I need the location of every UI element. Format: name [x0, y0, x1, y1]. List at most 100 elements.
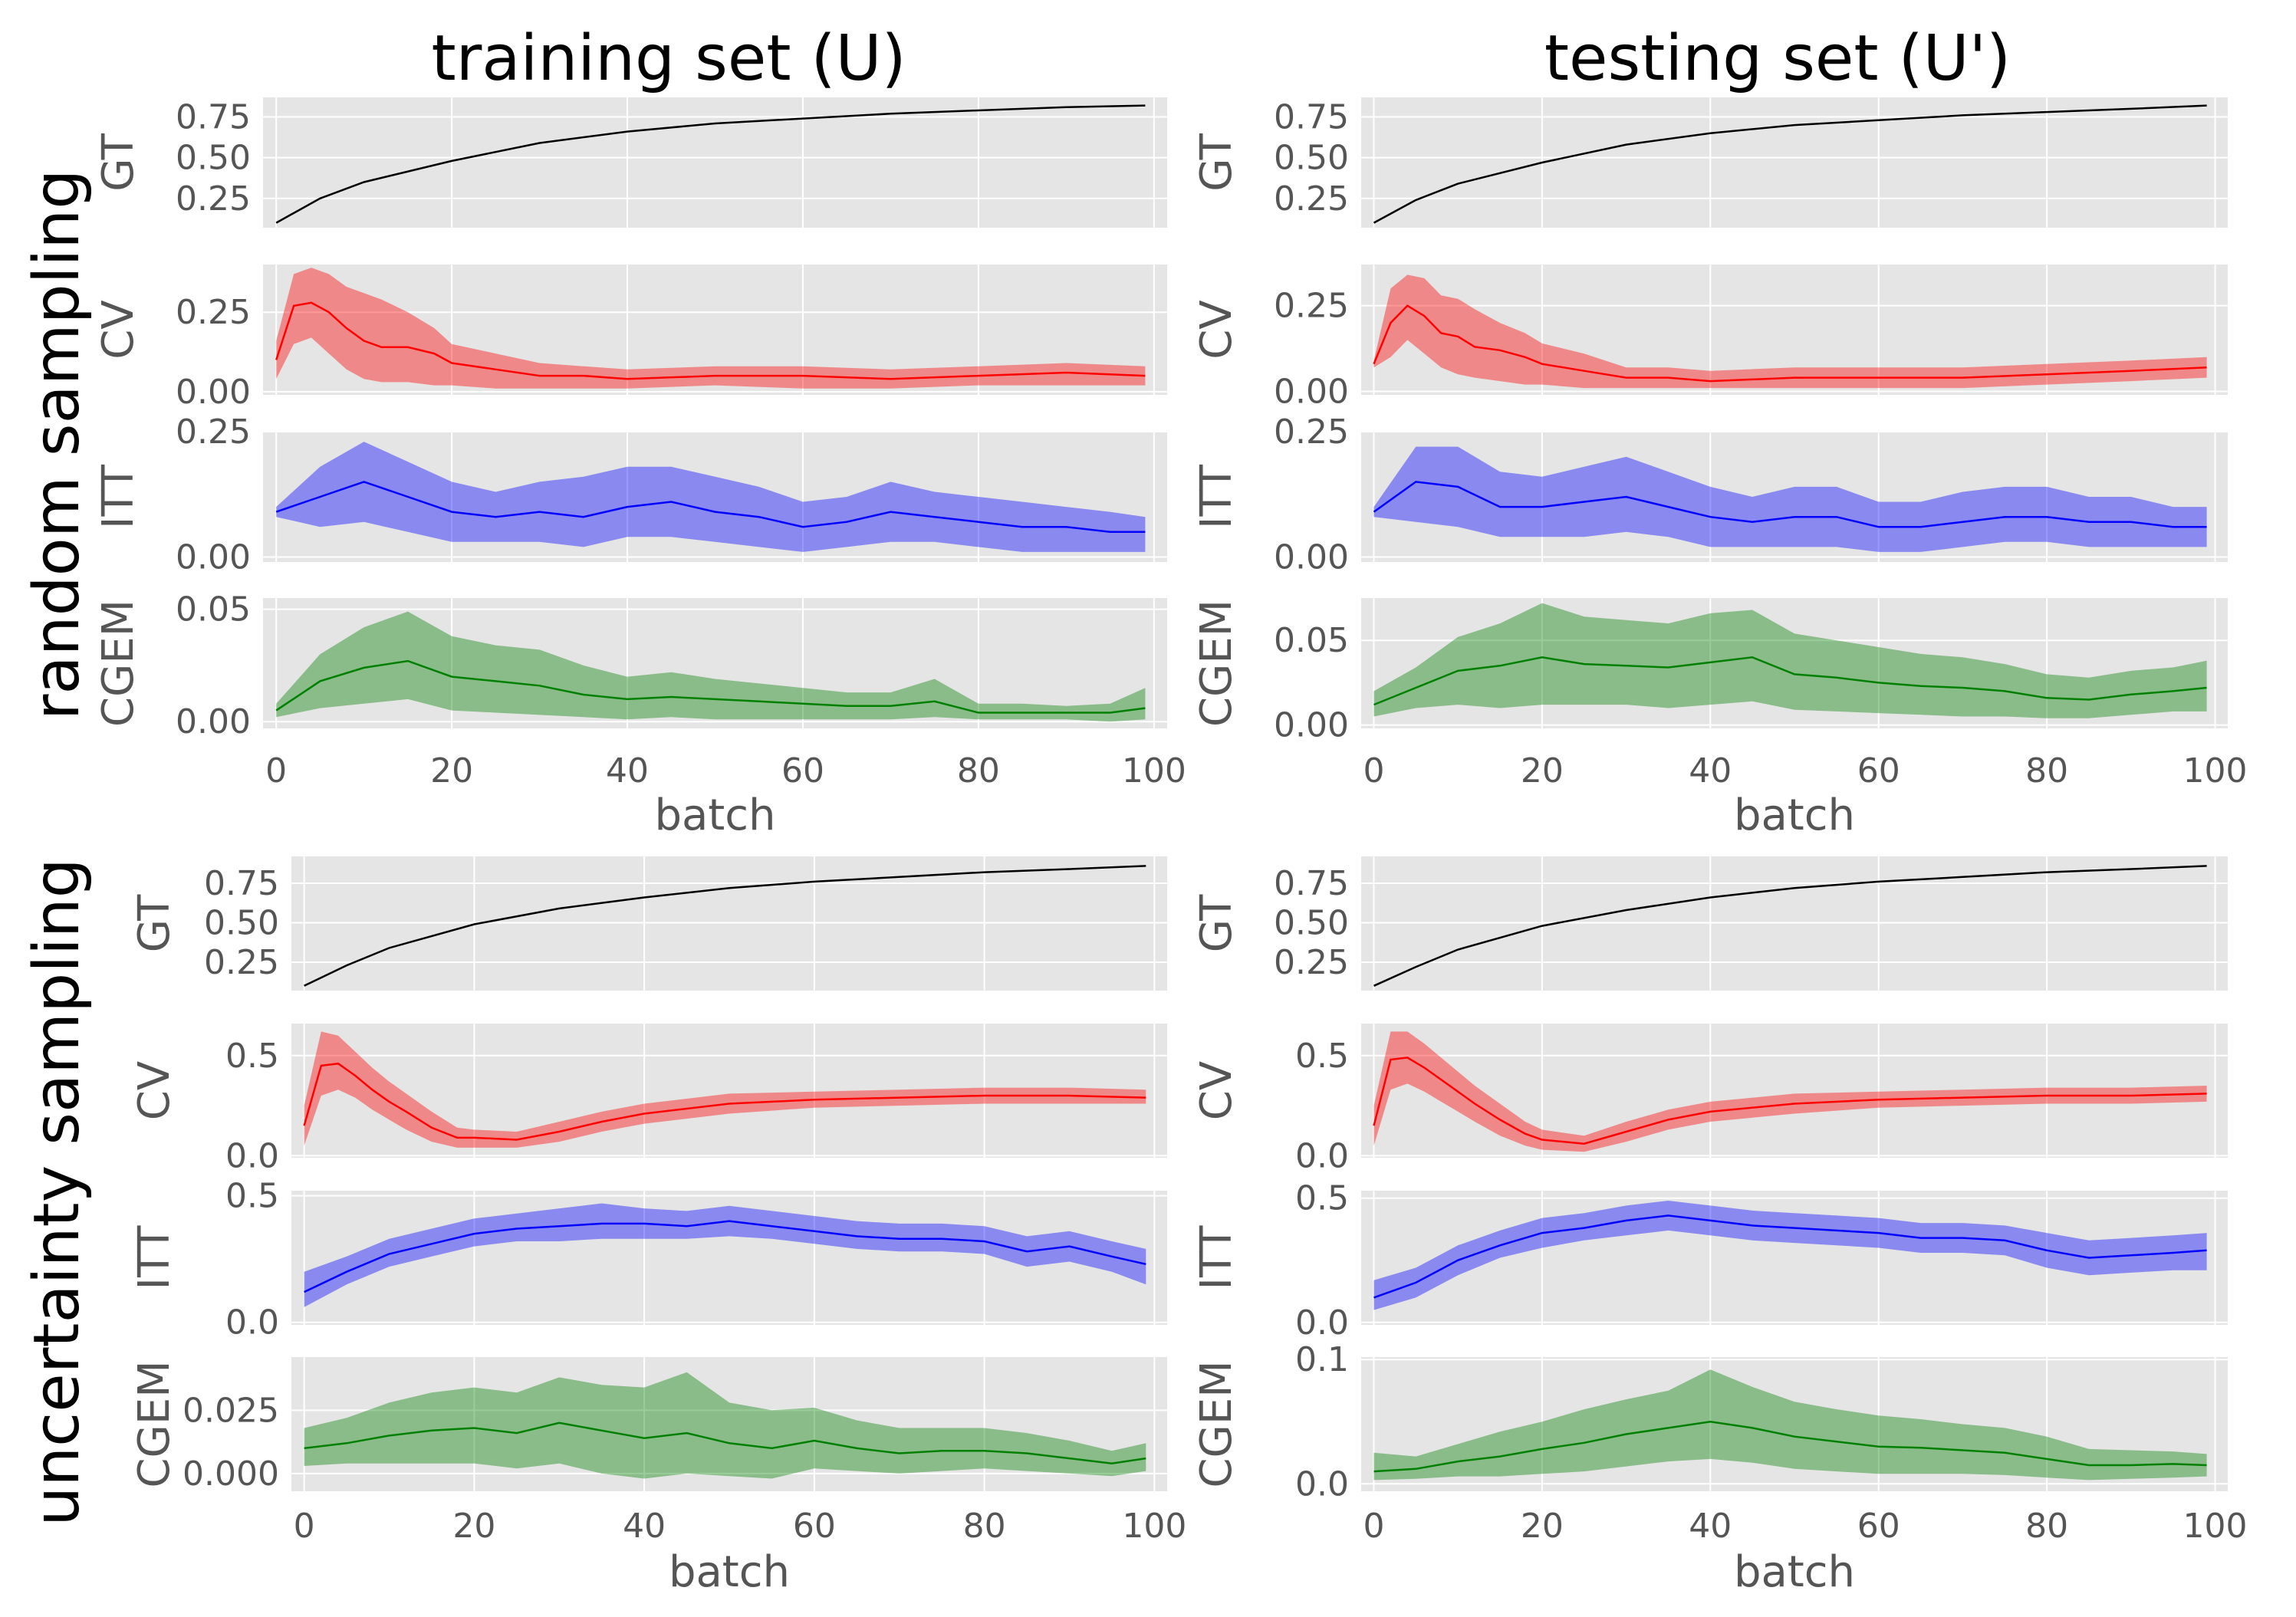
- x-tick-label: 20: [430, 751, 473, 790]
- y-tick-label: 0.75: [176, 98, 251, 137]
- panel-gt: 0.250.500.75 GT: [130, 856, 1167, 991]
- y-axis-label: GT: [94, 133, 143, 191]
- row-title-random-sampling: random sampling: [21, 169, 94, 721]
- y-tick-label: 0.50: [204, 903, 279, 942]
- mean-line: [1373, 481, 2207, 528]
- y-tick-label: 0.000: [183, 1454, 279, 1494]
- panel-itt: 0.0 0.5 ITT: [130, 1177, 1167, 1343]
- y-axis-label: CV: [130, 1061, 179, 1120]
- y-axis-label: CV: [1192, 300, 1242, 359]
- x-axis-label: batch: [669, 1547, 790, 1597]
- y-tick-label: 0.0: [225, 1136, 279, 1175]
- x-axis-label: batch: [1734, 790, 1855, 840]
- y-axis-label: CV: [1192, 1061, 1242, 1120]
- x-tick-label: 40: [1689, 1507, 1732, 1546]
- panel-cv: 0.00 0.25 CV: [94, 265, 1167, 412]
- confidence-band: [276, 611, 1146, 722]
- panel-cv: 0.0 0.5 CV: [1192, 1024, 2228, 1175]
- x-tick-label: 40: [1689, 751, 1732, 790]
- x-tick-label: 80: [957, 751, 1000, 790]
- x-tick-label: 0: [1363, 1507, 1384, 1546]
- confidence-band: [1373, 274, 2207, 389]
- panel-cgem: 0.00 0.05 CGEM: [1192, 598, 2228, 745]
- panel-itt: 0.00 0.25 ITT: [94, 412, 1167, 577]
- x-tick-label: 80: [963, 1507, 1006, 1546]
- y-tick-label: 0.50: [1274, 903, 1349, 942]
- mean-line: [1373, 1214, 2207, 1299]
- mean-line: [303, 1062, 1146, 1141]
- x-axis-label: batch: [654, 790, 775, 840]
- x-tick-label: 60: [1857, 751, 1900, 790]
- confidence-band: [304, 1031, 1146, 1148]
- y-tick-label: 0.50: [176, 139, 251, 178]
- plot-area: [1361, 1024, 2228, 1158]
- x-tick-label: 100: [1122, 751, 1186, 790]
- x-tick-label: 100: [2183, 751, 2248, 790]
- panel-gt: 0.250.500.75 GT: [1192, 97, 2228, 228]
- panel-itt: 0.0 0.5 ITT: [1192, 1179, 2228, 1343]
- plot-area: [1361, 856, 2228, 991]
- plot-area: [1361, 97, 2228, 228]
- mean-line: [1373, 1057, 2207, 1145]
- mean-line: [304, 1421, 1146, 1464]
- y-tick-label: 0.1: [1295, 1340, 1349, 1379]
- confidence-band: [276, 442, 1146, 552]
- y-tick-label: 0.00: [1274, 373, 1349, 412]
- panel-cgem: 0.0 0.1 CGEM: [1192, 1340, 2228, 1504]
- panel-cv: 0.0 0.5 CV: [130, 1024, 1167, 1175]
- y-tick-label: 0.00: [1274, 537, 1349, 577]
- mean-line: [275, 659, 1146, 714]
- x-tick-label: 0: [294, 1507, 315, 1546]
- y-tick-label: 0.5: [1295, 1037, 1349, 1076]
- x-tick-label: 20: [452, 1507, 495, 1546]
- mean-line: [1373, 656, 2207, 706]
- confidence-band: [1373, 603, 2207, 718]
- panel-cv: 0.00 0.25 CV: [1192, 265, 2228, 412]
- plot-area: [291, 856, 1167, 991]
- y-axis-label: ITT: [130, 1225, 179, 1290]
- plot-area: [291, 1024, 1167, 1158]
- y-tick-label: 0.25: [1274, 412, 1349, 452]
- panel-itt: 0.00 0.25 ITT: [1192, 412, 2228, 577]
- y-axis-label: ITT: [94, 464, 143, 529]
- y-tick-label: 0.5: [225, 1177, 279, 1216]
- x-tick-label: 40: [623, 1507, 666, 1546]
- plot-area: [1361, 1191, 2228, 1325]
- plot-area: [1361, 598, 2228, 728]
- plot-area: [263, 265, 1167, 395]
- mean-line: [275, 481, 1146, 534]
- y-tick-label: 0.25: [176, 179, 251, 219]
- chart-block-0: 0.250.500.75GT0.000.25CV0.000.25ITT0.000…: [94, 97, 1186, 840]
- y-tick-label: 0.00: [176, 373, 251, 412]
- y-tick-label: 0.5: [1295, 1179, 1349, 1218]
- panel-gt: 0.250.500.75 GT: [1192, 856, 2228, 991]
- y-tick-label: 0.00: [176, 537, 251, 577]
- mean-line: [304, 865, 1146, 987]
- y-axis-label: CGEM: [1192, 1360, 1242, 1487]
- x-tick-label: 80: [2025, 1507, 2068, 1546]
- subplot-grid: 0.250.500.75GT0.000.25CV0.000.25ITT0.000…: [94, 97, 2248, 1597]
- mean-line: [1373, 304, 2207, 383]
- x-tick-label: 100: [2183, 1507, 2248, 1546]
- chart-block-2: 0.250.500.75GT0.00.5CV0.00.5ITT0.0000.02…: [130, 856, 1186, 1597]
- mean-line: [1373, 104, 2207, 224]
- y-tick-label: 0.25: [176, 293, 251, 332]
- x-tick-label: 0: [1363, 751, 1384, 790]
- y-tick-label: 0.75: [1274, 864, 1349, 903]
- column-title-testing: testing set (U'): [1544, 22, 2011, 95]
- y-tick-label: 0.0: [225, 1303, 279, 1343]
- mean-line: [1373, 865, 2207, 987]
- y-axis-label: CGEM: [1192, 600, 1242, 727]
- confidence-band: [1373, 1031, 2207, 1152]
- y-axis-label: GT: [1192, 894, 1242, 952]
- plot-area: [1361, 1357, 2228, 1491]
- chart-block-1: 0.250.500.75GT0.000.25CV0.000.25ITT0.000…: [1192, 97, 2248, 840]
- column-title-training: training set (U): [431, 22, 906, 95]
- plot-area: [263, 97, 1167, 228]
- row-title-uncertainty-sampling: uncertainty sampling: [21, 858, 94, 1527]
- y-tick-label: 0.25: [1274, 179, 1349, 219]
- y-tick-label: 0.025: [183, 1391, 279, 1430]
- y-tick-label: 0.75: [204, 864, 279, 903]
